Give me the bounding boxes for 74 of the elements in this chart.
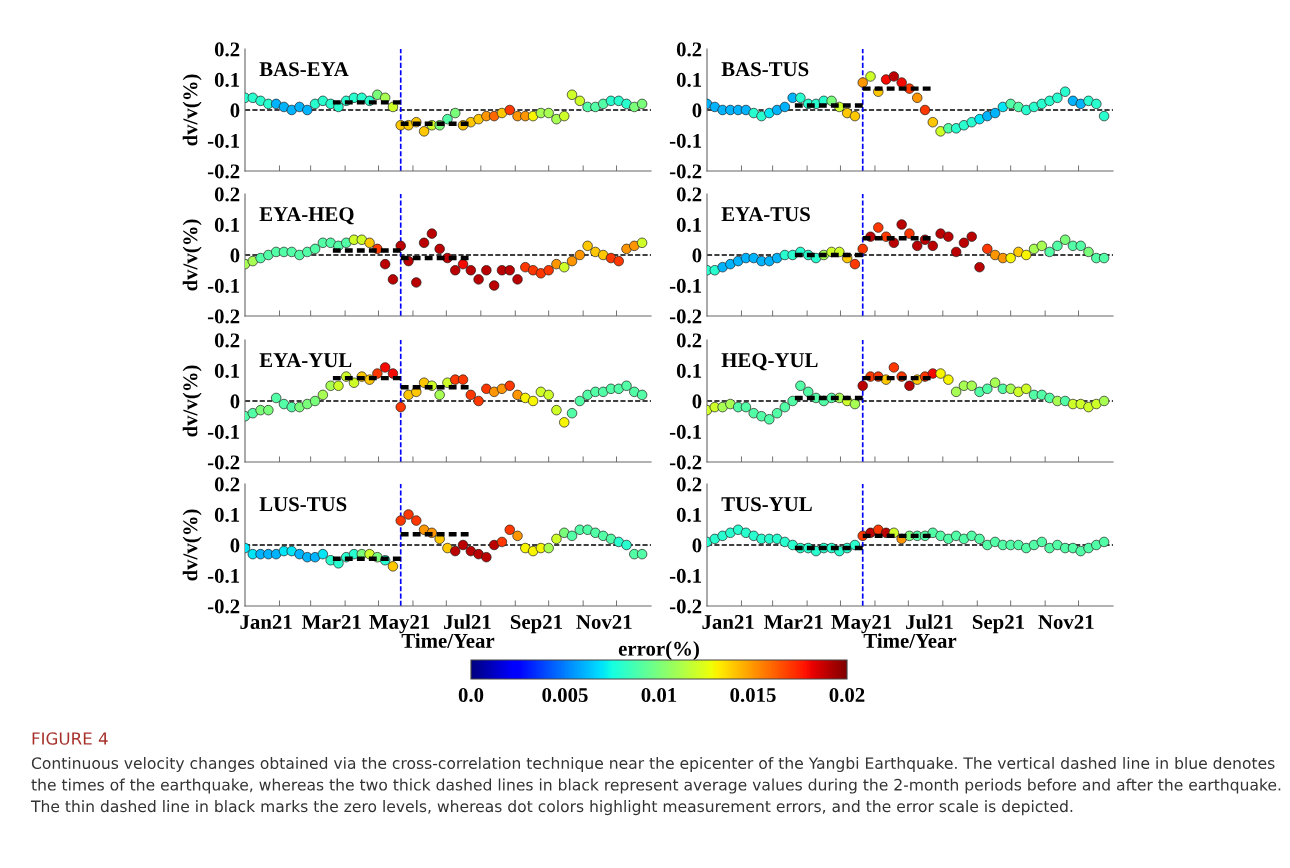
text: EYA-HEQ: [259, 207, 354, 225]
y-tick-label: 0: [692, 538, 702, 553]
x-axis-title: Time/Year: [401, 633, 495, 648]
y-tick-label: -0.2: [207, 309, 240, 324]
y-tick-label: 0.1: [214, 363, 240, 379]
chart-title: LUS-TUS: [259, 497, 347, 512]
y-tick-label: -0.1: [207, 568, 240, 584]
text: Continuous velocity changes obtained via the cross-correlation technique near the epicenter of the Yangbi Earthquake. The vertical dashed line in blue denotes the times of the earthquake, whereas the two thick dashed lines in black represent average values during the 2-month periods before and after the earthquake. The thin dashed line in black marks the zero levels, whereas dot colors highlight measurement errors, and the error scale is depicted.: [30, 757, 1281, 816]
y-tick-label: 0.2: [676, 333, 702, 348]
y-tick-label: 0.2: [676, 187, 702, 202]
chart-title: EYA-TUS: [721, 207, 810, 222]
y-axis-title: dv/v(%): [182, 219, 202, 291]
y-tick-label: -0.2: [207, 455, 240, 470]
y-tick-label: 0.1: [676, 363, 702, 379]
y-tick-label: 0.2: [214, 477, 240, 492]
chart-title: TUS-YUL: [721, 497, 812, 512]
x-tick-label: Mar21: [764, 614, 823, 629]
y-tick-label: 0.2: [676, 42, 702, 57]
y-tick-label: -0.1: [669, 133, 702, 149]
y-tick-label: 0: [692, 248, 702, 263]
y-tick-label: -0.2: [669, 599, 702, 614]
x-tick-label: May21: [831, 614, 892, 634]
y-tick-label: -0.1: [669, 568, 702, 584]
color-bar-label: 0.02: [829, 687, 865, 703]
y-tick-label: 0.2: [214, 187, 240, 202]
y-tick-label: 0: [230, 103, 240, 118]
y-axis-title: dv/v(%): [182, 74, 202, 146]
y-tick-label: -0.2: [669, 309, 702, 324]
chart-title: BAS-TUS: [721, 62, 809, 77]
x-tick-label: Jul21: [906, 614, 953, 630]
x-axis-title: Time/Year: [863, 633, 957, 648]
x-tick-label: Nov21: [1038, 614, 1094, 629]
x-tick-label: Jul21: [444, 614, 491, 630]
y-tick-label: 0.1: [214, 72, 240, 88]
y-tick-label: 0: [692, 103, 702, 118]
y-tick-label: 0.2: [676, 477, 702, 492]
y-tick-label: -0.1: [669, 424, 702, 440]
y-tick-label: 0.1: [214, 217, 240, 233]
y-tick-label: 0: [692, 394, 702, 409]
y-axis-title: dv/v(%): [182, 509, 202, 581]
x-tick-label: Jan21: [240, 614, 292, 629]
x-tick-label: Sep21: [510, 614, 562, 634]
y-tick-label: -0.1: [669, 278, 702, 294]
y-tick-label: 0.1: [214, 507, 240, 523]
color-bar-label: 0.005: [542, 687, 588, 703]
color-bar-label: 0.01: [641, 687, 677, 703]
y-tick-label: 0: [230, 394, 240, 409]
x-tick-label: Nov21: [576, 614, 632, 629]
y-tick-label: 0.1: [676, 507, 702, 523]
y-tick-label: 0.1: [676, 72, 702, 88]
x-tick-label: Mar21: [302, 614, 361, 629]
chart-title: BAS-EYA: [259, 62, 349, 77]
x-tick-label: Sep21: [972, 614, 1024, 634]
text: HEQ-YUL: [721, 353, 818, 371]
y-tick-label: 0.1: [676, 217, 702, 233]
y-tick-label: -0.1: [207, 278, 240, 294]
y-tick-label: 0: [230, 538, 240, 553]
y-tick-label: 0: [230, 248, 240, 263]
y-tick-label: -0.2: [207, 164, 240, 179]
y-tick-label: -0.2: [669, 164, 702, 179]
x-tick-label: Jan21: [702, 614, 754, 629]
color-bar-label: 0.0: [458, 687, 484, 703]
color-bar-label: 0.015: [730, 687, 776, 703]
y-tick-label: -0.1: [207, 133, 240, 149]
y-axis-title: dv/v(%): [182, 365, 202, 437]
y-tick-label: 0.2: [214, 42, 240, 57]
y-tick-label: -0.2: [207, 599, 240, 614]
x-tick-label: May21: [369, 614, 430, 634]
chart-title: EYA-YUL: [259, 353, 352, 368]
y-tick-label: -0.2: [669, 455, 702, 470]
y-tick-label: -0.1: [207, 424, 240, 440]
caption: FIGURE 4: [32, 732, 108, 745]
color-bar-title: error(%): [618, 641, 699, 660]
y-tick-label: 0.2: [214, 333, 240, 348]
